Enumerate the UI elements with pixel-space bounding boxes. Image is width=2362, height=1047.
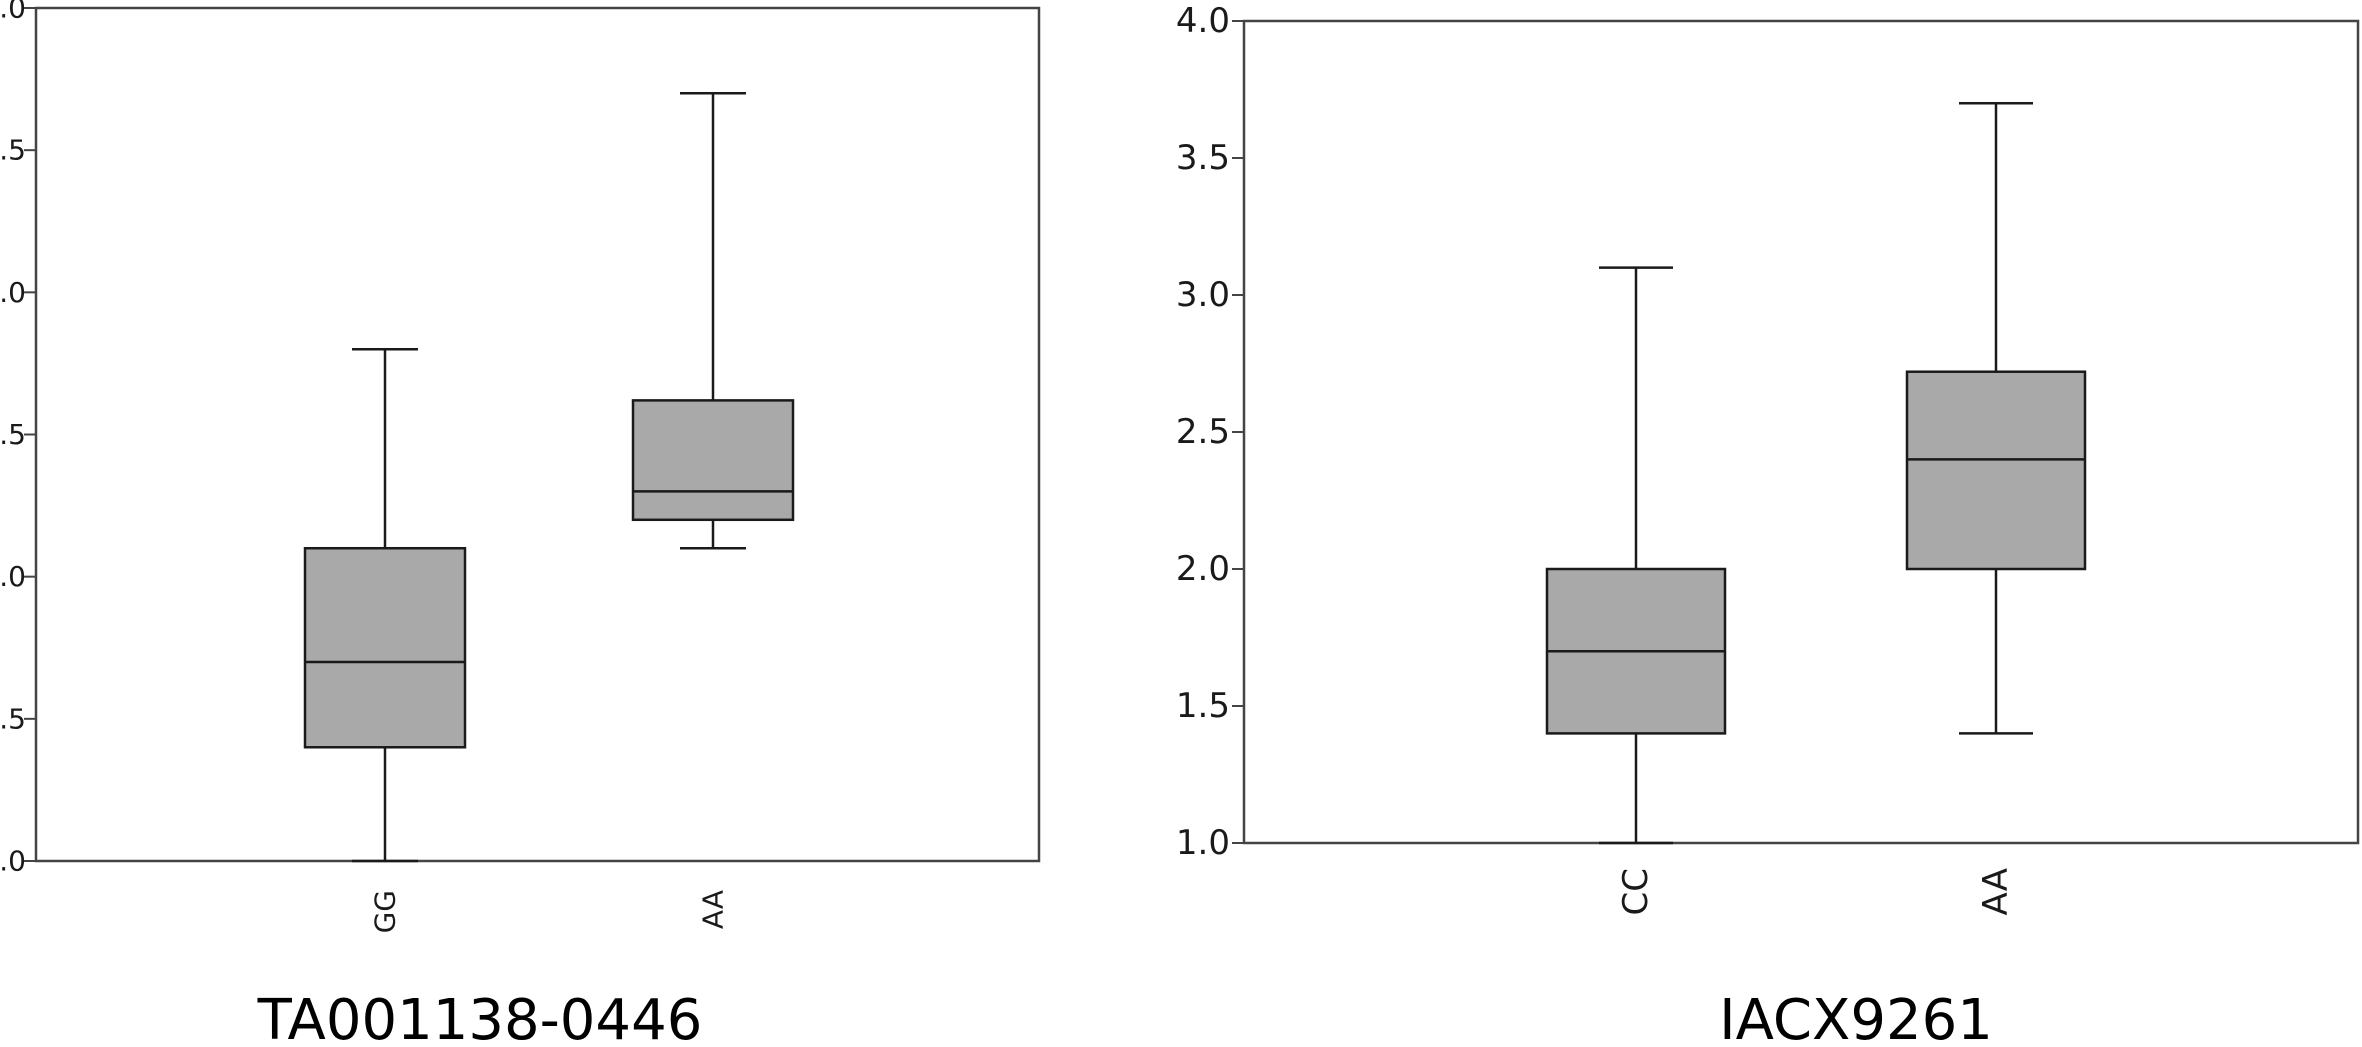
y-tick-label: 1.5 xyxy=(0,702,26,735)
y-tick-label: 4.0 xyxy=(1176,1,1230,41)
panel-iacx9261: 1.0 1.5 2.0 2.5 3.0 3.5 4.0 CC AA IACX9261 xyxy=(1176,1,2360,1047)
iqr-box xyxy=(303,546,467,749)
y-tick-label: 3.5 xyxy=(0,134,26,167)
y-tick-label: 1.0 xyxy=(0,845,26,878)
x-category-label: AA xyxy=(1976,868,2016,915)
box-aa xyxy=(631,92,795,550)
iqr-box xyxy=(631,399,795,522)
y-tick-label: 2.5 xyxy=(1176,412,1230,452)
y-tick-label: 3.0 xyxy=(0,276,26,309)
plot-frame xyxy=(34,6,1041,863)
box-aa xyxy=(1905,101,2087,735)
plot-frame xyxy=(1242,19,2360,845)
y-tick-label: 4.0 xyxy=(0,0,26,25)
box-cc xyxy=(1545,266,1727,845)
y-tick-label: 3.0 xyxy=(1176,275,1230,315)
x-category-label: GG xyxy=(369,890,402,933)
iqr-box xyxy=(1905,370,2087,571)
y-tick-label: 1.5 xyxy=(1176,686,1230,726)
chart-title: TA001138-0446 xyxy=(257,988,703,1047)
y-tick-label: 2.0 xyxy=(0,560,26,593)
box-gg xyxy=(303,347,467,863)
y-tick-label: 3.5 xyxy=(1176,138,1230,178)
y-tick-label: 2.5 xyxy=(0,418,26,451)
y-tick-label: 2.0 xyxy=(1176,549,1230,589)
x-category-label: AA xyxy=(697,890,730,929)
y-tick-label: 1.0 xyxy=(1176,823,1230,863)
x-category-label: CC xyxy=(1616,868,1656,915)
chart-title: IACX9261 xyxy=(1719,988,1993,1047)
panel-ta001138-0446: 1.0 1.5 2.0 2.5 3.0 3.5 4.0 GG AA TA001138-0446 xyxy=(0,0,1041,1047)
